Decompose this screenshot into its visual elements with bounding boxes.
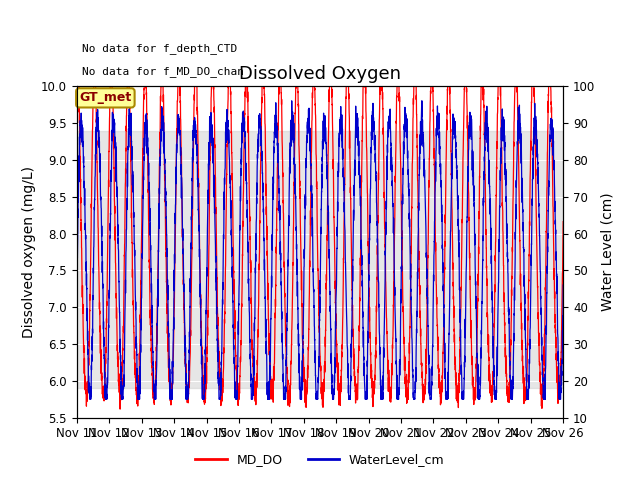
Text: GT_met: GT_met [79,91,131,104]
Legend: MD_DO, WaterLevel_cm: MD_DO, WaterLevel_cm [190,448,450,471]
Y-axis label: Water Level (cm): Water Level (cm) [601,192,615,312]
Text: No data for f_depth_CTD: No data for f_depth_CTD [82,43,237,54]
Title: Dissolved Oxygen: Dissolved Oxygen [239,65,401,84]
Bar [77,131,563,388]
Text: No data for f_MD_DO_chan: No data for f_MD_DO_chan [82,67,244,77]
Y-axis label: Dissolved oxygen (mg/L): Dissolved oxygen (mg/L) [22,166,36,338]
